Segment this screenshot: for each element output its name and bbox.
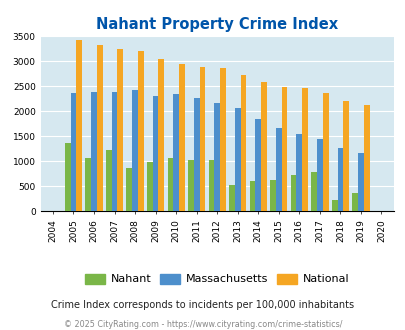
- Bar: [167, 158, 173, 211]
- Bar: [117, 49, 123, 211]
- Bar: [199, 67, 205, 211]
- Bar: [296, 134, 301, 211]
- Bar: [281, 87, 287, 211]
- Bar: [214, 103, 220, 211]
- Bar: [188, 160, 193, 211]
- Bar: [132, 90, 138, 211]
- Bar: [316, 139, 322, 211]
- Bar: [352, 193, 357, 211]
- Bar: [126, 168, 132, 211]
- Bar: [65, 143, 70, 211]
- Bar: [97, 45, 102, 211]
- Bar: [290, 175, 296, 211]
- Bar: [138, 51, 143, 211]
- Bar: [85, 158, 91, 211]
- Bar: [322, 93, 328, 211]
- Bar: [70, 93, 76, 211]
- Bar: [363, 105, 369, 211]
- Bar: [331, 200, 337, 211]
- Bar: [228, 185, 234, 211]
- Bar: [111, 92, 117, 211]
- Text: © 2025 CityRating.com - https://www.cityrating.com/crime-statistics/: © 2025 CityRating.com - https://www.city…: [64, 319, 341, 329]
- Bar: [76, 40, 82, 211]
- Bar: [173, 94, 179, 211]
- Bar: [91, 92, 97, 211]
- Bar: [337, 148, 343, 211]
- Bar: [179, 64, 184, 211]
- Bar: [106, 150, 111, 211]
- Bar: [275, 128, 281, 211]
- Bar: [240, 75, 246, 211]
- Bar: [311, 172, 316, 211]
- Bar: [357, 153, 363, 211]
- Bar: [220, 68, 225, 211]
- Bar: [158, 59, 164, 211]
- Bar: [343, 101, 348, 211]
- Text: Crime Index corresponds to incidents per 100,000 inhabitants: Crime Index corresponds to incidents per…: [51, 300, 354, 310]
- Title: Nahant Property Crime Index: Nahant Property Crime Index: [96, 17, 337, 32]
- Bar: [255, 119, 260, 211]
- Bar: [249, 181, 255, 211]
- Bar: [147, 162, 152, 211]
- Legend: Nahant, Massachusetts, National: Nahant, Massachusetts, National: [81, 269, 353, 289]
- Bar: [152, 96, 158, 211]
- Bar: [269, 180, 275, 211]
- Bar: [301, 88, 307, 211]
- Bar: [208, 160, 214, 211]
- Bar: [260, 82, 266, 211]
- Bar: [193, 98, 199, 211]
- Bar: [234, 108, 240, 211]
